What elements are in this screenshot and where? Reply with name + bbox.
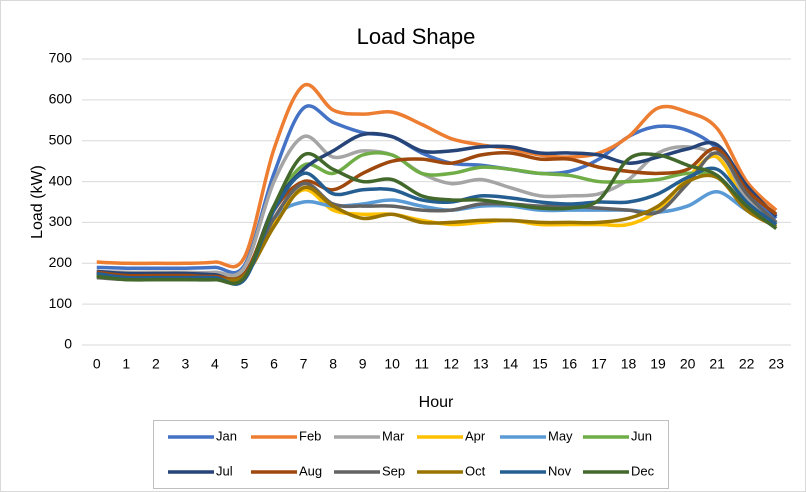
y-tick-label: 400 [49,172,73,188]
x-tick-label: 17 [591,356,607,372]
x-tick-label: 5 [241,356,249,372]
x-tick-label: 16 [562,356,578,372]
legend-label: Feb [299,428,321,443]
y-axis-label: Load (kW) [29,165,46,239]
legend-label: Oct [465,463,486,478]
legend-label: May [548,428,573,443]
y-tick-label: 600 [49,91,73,107]
x-tick-label: 13 [473,356,489,372]
x-tick-label: 12 [443,356,459,372]
y-tick-label: 100 [49,295,73,311]
x-tick-label: 6 [270,356,278,372]
x-tick-label: 2 [152,356,160,372]
series-line [96,151,778,286]
legend-label: Dec [631,463,655,478]
legend-label: Apr [465,428,486,443]
legend-label: Mar [382,428,405,443]
legend-label: Sep [382,463,405,478]
y-tick-label: 500 [49,131,73,147]
y-tick-label: 200 [49,254,73,270]
x-tick-label: 1 [122,356,130,372]
x-tick-label: 9 [359,356,367,372]
series-line [96,166,778,286]
y-tick-label: 0 [64,336,72,352]
x-tick-label: 23 [768,356,784,372]
legend-label: Nov [548,463,572,478]
x-tick-label: 4 [211,356,219,372]
legend-label: Aug [299,463,322,478]
chart-title: Load Shape [357,24,476,49]
x-tick-label: 10 [384,356,400,372]
x-axis-label: Hour [419,394,454,411]
y-tick-label: 300 [49,213,73,229]
x-tick-label: 11 [414,356,429,372]
series-line [96,82,778,269]
x-tick-label: 7 [300,356,308,372]
x-tick-label: 22 [739,356,755,372]
x-tick-label: 3 [181,356,189,372]
x-tick-label: 14 [503,356,519,372]
series-line [96,104,778,275]
y-tick-label: 700 [49,50,73,66]
x-tick-label: 21 [709,356,725,372]
x-tick-label: 20 [680,356,696,372]
series-line [96,134,778,278]
x-tick-label: 0 [93,356,101,372]
legend-label: Jan [216,428,237,443]
legend-label: Jun [631,428,652,443]
x-tick-label: 19 [650,356,666,372]
legend-label: Jul [216,463,233,478]
x-tick-label: 8 [329,356,337,372]
legend-box [153,420,669,489]
x-tick-label: 18 [621,356,637,372]
x-tick-label: 15 [532,356,548,372]
